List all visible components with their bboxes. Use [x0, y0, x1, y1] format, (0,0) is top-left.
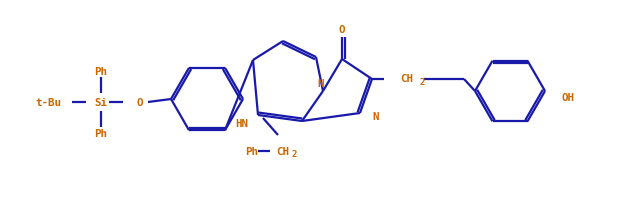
Text: t-Bu: t-Bu	[35, 98, 61, 108]
Text: OH: OH	[561, 93, 574, 102]
Text: Ph: Ph	[94, 67, 107, 77]
Text: 2: 2	[419, 78, 424, 87]
Text: HN: HN	[235, 118, 248, 128]
Text: CH: CH	[400, 74, 413, 84]
Text: N: N	[318, 79, 325, 89]
Text: Si: Si	[94, 98, 107, 108]
Text: O: O	[137, 98, 143, 108]
Text: Ph: Ph	[245, 146, 258, 156]
Text: 2: 2	[292, 150, 297, 159]
Text: CH: CH	[276, 146, 289, 156]
Text: N: N	[372, 111, 378, 121]
Text: O: O	[339, 25, 346, 35]
Text: Ph: Ph	[94, 128, 107, 138]
